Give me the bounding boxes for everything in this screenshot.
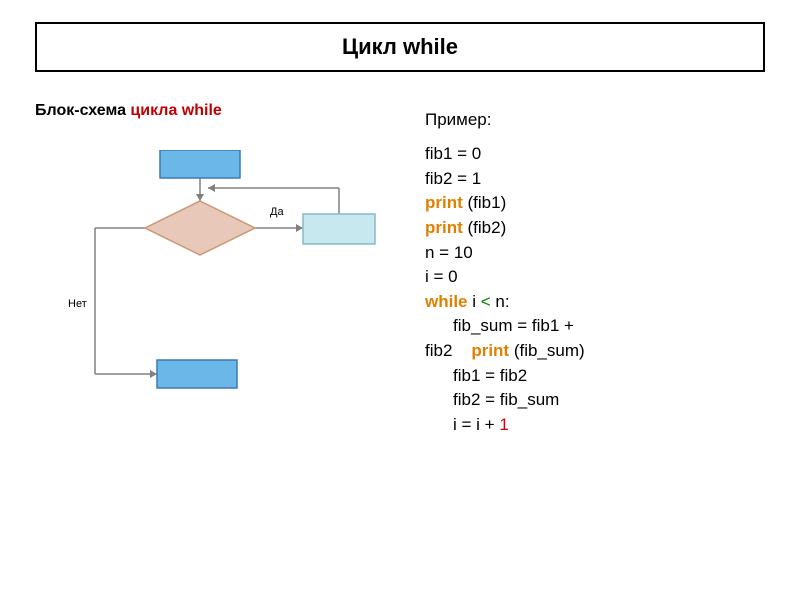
code-line: fib2 print (fib_sum) [425,339,755,364]
code-line: i = 0 [425,265,755,290]
code-line: n = 10 [425,241,755,266]
code-line: fib1 = fib2 [425,364,755,389]
code-line: fib1 = 0 [425,142,755,167]
subtitle-highlight: цикла while [130,102,221,119]
label-no: Нет [68,298,87,310]
subtitle-prefix: Блок-схема [35,102,130,119]
code-line: fib2 = 1 [425,167,755,192]
content-row: Блок-схема цикла while [35,102,765,438]
flowchart-svg [35,150,385,410]
page-title: Цикл while [37,34,763,60]
label-yes: Да [270,206,284,218]
code-line: fib2 = fib_sum [425,388,755,413]
code-line: print (fib2) [425,216,755,241]
title-container: Цикл while [35,22,765,72]
code-line: fib_sum = fib1 + [425,314,755,339]
code-line: i = i + 1 [425,413,755,438]
code-line: print (fib1) [425,191,755,216]
example-label: Пример: [425,110,755,130]
flowchart-diagram: Да Нет [35,150,385,430]
right-column: Пример: fib1 = 0 fib2 = 1 print (fib1) p… [425,102,755,438]
subtitle: Блок-схема цикла while [35,102,385,120]
code-line: while i < n: [425,290,755,315]
code-block: fib1 = 0 fib2 = 1 print (fib1) print (fi… [425,142,755,438]
left-column: Блок-схема цикла while [35,102,385,438]
